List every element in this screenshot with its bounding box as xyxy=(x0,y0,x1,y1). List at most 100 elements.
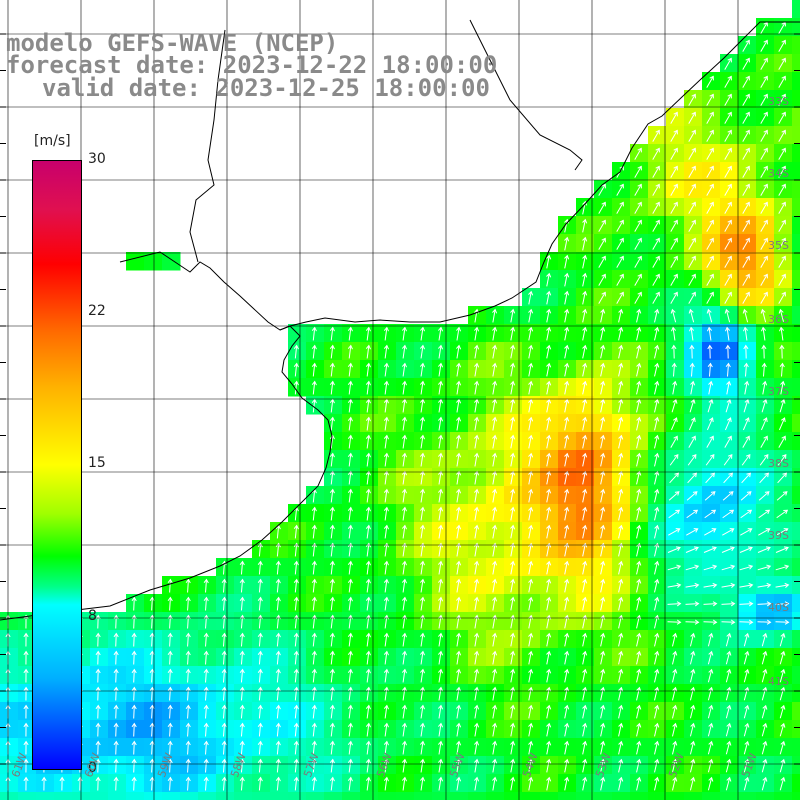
wind-cell xyxy=(162,612,181,631)
colorbar xyxy=(32,160,82,770)
wind-cell xyxy=(162,648,181,667)
wind-cell xyxy=(792,468,800,487)
wind-cell xyxy=(630,180,649,199)
lat-label: 41S xyxy=(768,675,789,688)
wind-cell xyxy=(666,252,685,271)
wind-cell xyxy=(378,540,397,559)
wind-cell xyxy=(486,450,505,469)
wind-cell xyxy=(540,558,559,577)
wind-cell xyxy=(558,612,577,631)
wind-cell xyxy=(720,108,739,127)
wind-cell xyxy=(612,288,631,307)
wind-cell xyxy=(450,666,469,685)
wind-cell xyxy=(756,648,775,667)
wind-cell xyxy=(666,108,685,127)
wind-cell xyxy=(648,198,667,217)
wind-cell xyxy=(792,90,800,109)
wind-cell xyxy=(306,378,325,397)
wind-cell xyxy=(756,396,775,415)
wind-cell xyxy=(648,396,667,415)
wind-cell xyxy=(558,576,577,595)
wind-cell xyxy=(630,270,649,289)
wind-cell xyxy=(468,342,487,361)
wind-cell xyxy=(90,666,109,685)
wind-cell xyxy=(720,162,739,181)
wind-cell xyxy=(684,306,703,325)
wind-cell xyxy=(396,396,415,415)
wind-cell xyxy=(468,432,487,451)
wind-cell xyxy=(396,378,415,397)
wind-cell xyxy=(360,360,379,379)
wind-cell xyxy=(702,288,721,307)
wind-cell xyxy=(414,540,433,559)
wind-cell xyxy=(594,486,613,505)
wind-cell xyxy=(306,648,325,667)
wind-cell xyxy=(720,576,739,595)
wind-cell xyxy=(792,540,800,559)
wind-cell xyxy=(342,360,361,379)
wind-cell xyxy=(756,288,775,307)
wind-cell xyxy=(342,630,361,649)
wind-cell xyxy=(450,378,469,397)
wind-cell xyxy=(216,630,235,649)
wind-cell xyxy=(666,270,685,289)
wind-cell xyxy=(378,468,397,487)
wind-cell xyxy=(738,342,757,361)
wind-cell xyxy=(648,468,667,487)
wind-cell xyxy=(666,576,685,595)
wind-cell xyxy=(234,576,253,595)
wind-cell xyxy=(720,396,739,415)
wind-cell xyxy=(684,252,703,271)
wind-cell xyxy=(486,576,505,595)
wind-cell xyxy=(360,558,379,577)
wind-cell xyxy=(450,594,469,613)
wind-cell xyxy=(306,360,325,379)
wind-cell xyxy=(522,468,541,487)
wind-cell xyxy=(396,414,415,433)
wind-cell xyxy=(594,612,613,631)
wind-cell xyxy=(774,612,793,631)
wind-cell xyxy=(198,666,217,685)
wind-cell xyxy=(594,342,613,361)
wind-cell xyxy=(630,666,649,685)
wind-cell xyxy=(702,378,721,397)
wind-cell xyxy=(594,180,613,199)
wind-cell xyxy=(756,324,775,343)
wind-cell xyxy=(522,486,541,505)
wind-cell xyxy=(288,540,307,559)
wind-cell xyxy=(504,342,523,361)
lat-label: 35S xyxy=(768,239,789,252)
wind-cell xyxy=(648,234,667,253)
wind-cell xyxy=(378,414,397,433)
wind-cell xyxy=(576,252,595,271)
wind-cell xyxy=(630,234,649,253)
wind-cell xyxy=(468,648,487,667)
wind-cell xyxy=(558,666,577,685)
wind-cell xyxy=(342,540,361,559)
wind-cell xyxy=(414,468,433,487)
wind-cell xyxy=(324,450,343,469)
wind-cell xyxy=(270,648,289,667)
wind-cell xyxy=(594,306,613,325)
wind-cell xyxy=(612,162,631,181)
wind-cell xyxy=(684,270,703,289)
wind-cell xyxy=(360,486,379,505)
wind-cell xyxy=(450,630,469,649)
wind-cell xyxy=(774,648,793,667)
wind-cell xyxy=(360,468,379,487)
wind-cell xyxy=(558,360,577,379)
wind-cell xyxy=(504,630,523,649)
wind-cell xyxy=(756,432,775,451)
wind-cell xyxy=(360,414,379,433)
wind-cell xyxy=(792,270,800,289)
wind-cell xyxy=(594,414,613,433)
wind-cell xyxy=(774,270,793,289)
wind-cell xyxy=(576,396,595,415)
wind-cell xyxy=(774,414,793,433)
wind-cell xyxy=(756,576,775,595)
wind-cell xyxy=(666,234,685,253)
wind-cell xyxy=(342,450,361,469)
wind-cell xyxy=(684,378,703,397)
wind-cell xyxy=(486,324,505,343)
wind-cell xyxy=(684,360,703,379)
